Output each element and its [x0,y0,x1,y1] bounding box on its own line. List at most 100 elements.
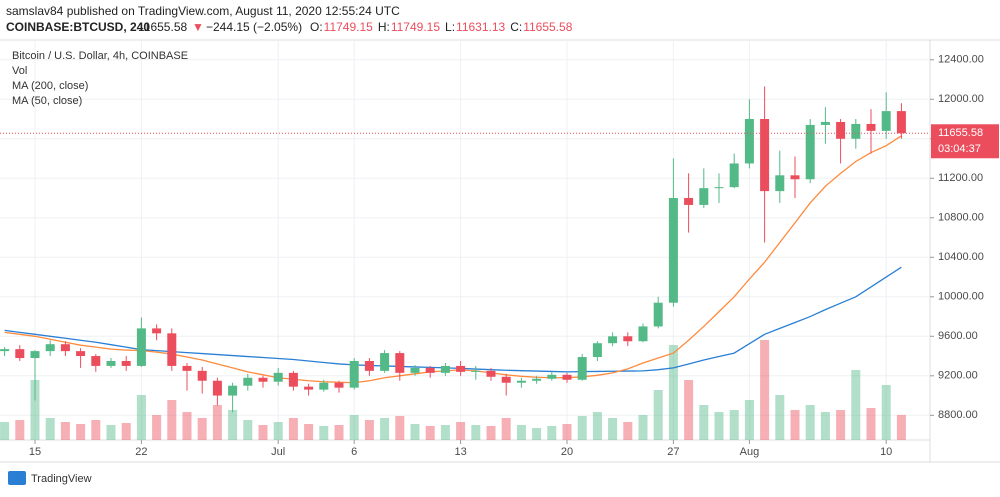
candle-body [775,175,785,192]
x-tick-label: 6 [351,446,357,458]
candle-body [760,119,770,192]
volume-bar [15,420,25,440]
x-tick-label: 27 [667,446,679,458]
candle-body [623,336,633,342]
x-tick-label: 10 [880,446,892,458]
volume-bar [91,420,101,440]
volume-bar [152,415,162,440]
countdown-label: 03:04:37 [938,143,981,155]
volume-bar [319,426,329,440]
candle-body [638,326,648,342]
candle-body [425,367,435,373]
volume-bar [456,422,466,440]
candle-body [410,367,420,373]
volume-bar [76,424,86,440]
volume-bar [380,418,390,440]
volume-bar [304,424,314,440]
candle-body [152,328,162,334]
candle-body [15,349,25,359]
legend-volume: Vol [12,65,27,77]
volume-bar [364,420,374,440]
ohlc-value: 11749.15 [324,20,373,34]
brand-logo [8,471,26,485]
candle-body [668,198,678,303]
volume-bar [562,424,572,440]
change: −244.15 (−2.05%) [206,20,302,34]
volume-bar [790,410,800,440]
x-tick-label: 13 [454,446,466,458]
candle-body [243,377,253,386]
candle-body [288,372,298,387]
candle-body [30,351,40,359]
candle-body [532,378,542,381]
chart-title: Bitcoin / U.S. Dollar, 4h, COINBASE [12,50,188,62]
candle-body [45,344,55,352]
x-tick-label: 20 [561,446,573,458]
candle-body [440,365,450,373]
candle-body [0,349,10,352]
volume-bar [136,395,146,440]
volume-bar [638,415,648,440]
volume-bar [547,426,557,440]
legend-ma50: MA (50, close) [12,95,82,107]
volume-bar [182,412,192,440]
volume-bar [744,400,754,440]
volume-bar [866,408,876,440]
candle-body [820,121,830,125]
volume-bar [410,424,420,440]
volume-bar [577,416,587,440]
candle-body [364,360,374,371]
y-tick-label: 8800.00 [938,409,978,421]
volume-bar [30,380,40,440]
volume-bar [471,425,481,440]
volume-bar [714,412,724,440]
ma-line [4,266,902,373]
y-tick-label: 11200.00 [938,172,983,184]
ohlc-value: 11749.15 [391,20,440,34]
y-tick-label: 10000.00 [938,291,984,303]
candle-body [714,187,724,189]
volume-bar [197,418,207,440]
candle-body [471,370,481,372]
ohlc-label: L: [445,20,455,34]
byline: samslav84 published on TradingView.com, … [6,4,400,18]
candle-body [167,333,177,366]
volume-bar [60,422,70,440]
volume-bar [349,415,359,440]
plot: 8800.00 9200.00 9600.00 10000.00 10400.00 108… [0,40,999,458]
candle-body [258,377,268,382]
candle-body [380,353,390,371]
candle-body [60,344,70,352]
candle-body [349,360,359,388]
candle-body [729,163,739,188]
candle-body [501,376,511,383]
x-tick-label: Jul [271,446,285,458]
candle-body [805,124,815,180]
volume-bar [121,423,131,440]
volume-bar [167,400,177,440]
candle-body [836,121,846,139]
candle-body [516,380,526,383]
brand: TradingView [31,473,92,485]
volume-bar [0,422,10,440]
candle-body [608,336,618,344]
volume-bar [501,418,511,440]
x-tick-label: Aug [740,446,760,458]
volume-bar [425,426,435,440]
ma-line [4,135,902,384]
y-tick-label: 12000.00 [938,93,984,105]
ohlc-label: O: [310,20,323,34]
candle-body [76,351,86,357]
y-tick-label: 10800.00 [938,212,984,224]
candle-body [653,302,663,327]
candle-body [592,343,602,358]
volume-bar [592,412,602,440]
volume-bar [836,410,846,440]
candle-body [273,372,283,382]
volume-bar [228,410,238,440]
candle-body [91,356,101,366]
candle-body [562,374,572,380]
y-tick-label: 10400.00 [938,251,984,263]
legend-ma200: MA (200, close) [12,80,88,92]
